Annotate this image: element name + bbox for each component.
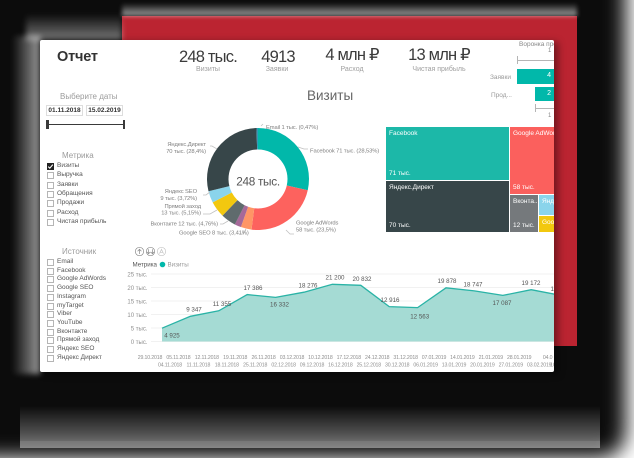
svg-text:12.11.2018: 12.11.2018 bbox=[195, 355, 219, 361]
svg-text:18 747: 18 747 bbox=[464, 282, 483, 289]
svg-text:9 тыс. (3,72%): 9 тыс. (3,72%) bbox=[160, 196, 197, 202]
svg-text:05.11.2018: 05.11.2018 bbox=[166, 355, 190, 361]
svg-text:Прямой заход: Прямой заход bbox=[164, 203, 201, 210]
svg-text:20.01.2019: 20.01.2019 bbox=[470, 363, 495, 369]
svg-text:31.12.2018: 31.12.2018 bbox=[393, 355, 418, 361]
svg-text:70 тыс. (28,4%): 70 тыс. (28,4%) bbox=[166, 149, 206, 155]
svg-text:10.0: 10.0 bbox=[550, 363, 554, 369]
svg-text:13 тыс. (5,15%): 13 тыс. (5,15%) bbox=[161, 211, 201, 217]
svg-text:25.11.2018: 25.11.2018 bbox=[243, 363, 267, 369]
svg-text:24.12.2018: 24.12.2018 bbox=[365, 355, 390, 361]
svg-text:12 916: 12 916 bbox=[381, 297, 400, 304]
svg-text:25 тыс.: 25 тыс. bbox=[127, 273, 147, 279]
svg-text:Вконтакте 12 тыс. (4,76%): Вконтакте 12 тыс. (4,76%) bbox=[150, 222, 218, 228]
svg-text:03.02.2019: 03.02.2019 bbox=[527, 363, 552, 369]
svg-text:11.11.2018: 11.11.2018 bbox=[187, 363, 211, 369]
svg-text:25.12.2018: 25.12.2018 bbox=[357, 363, 382, 369]
svg-text:14.01.2019: 14.01.2019 bbox=[450, 355, 475, 361]
svg-text:Google AdWords: Google AdWords bbox=[296, 221, 339, 227]
svg-text:17.12.2018: 17.12.2018 bbox=[337, 355, 362, 361]
svg-text:02.12.2018: 02.12.2018 bbox=[271, 363, 296, 369]
svg-text:16.12.2018: 16.12.2018 bbox=[328, 363, 353, 369]
svg-text:11 355: 11 355 bbox=[213, 301, 232, 308]
svg-text:Email 1 тыс. (0,47%): Email 1 тыс. (0,47%) bbox=[266, 125, 318, 131]
svg-text:248 тыс.: 248 тыс. bbox=[236, 175, 280, 189]
svg-text:18 276: 18 276 bbox=[299, 283, 318, 290]
svg-text:27.01.2019: 27.01.2019 bbox=[499, 363, 524, 369]
svg-text:12 563: 12 563 bbox=[410, 314, 429, 321]
svg-text:20 тыс.: 20 тыс. bbox=[127, 286, 147, 292]
svg-text:28.01.2019: 28.01.2019 bbox=[507, 355, 532, 361]
svg-text:Google SEO 8 тыс. (3,41%): Google SEO 8 тыс. (3,41%) bbox=[179, 231, 249, 237]
svg-text:58 тыс. (23,5%): 58 тыс. (23,5%) bbox=[296, 228, 336, 234]
svg-text:10.12.2018: 10.12.2018 bbox=[308, 355, 333, 361]
svg-text:15 тыс.: 15 тыс. bbox=[127, 300, 147, 306]
svg-text:Яндекс.Директ: Яндекс.Директ bbox=[167, 142, 206, 148]
svg-text:18.11.2018: 18.11.2018 bbox=[215, 363, 239, 369]
svg-text:21 200: 21 200 bbox=[326, 275, 345, 282]
svg-text:06.01.2019: 06.01.2019 bbox=[413, 363, 438, 369]
svg-text:20 832: 20 832 bbox=[353, 276, 372, 283]
svg-text:29.10.2018: 29.10.2018 bbox=[138, 355, 163, 361]
svg-text:19 072: 19 072 bbox=[551, 286, 555, 293]
svg-text:21.01.2019: 21.01.2019 bbox=[479, 355, 504, 361]
svg-text:4 925: 4 925 bbox=[164, 333, 180, 340]
svg-text:Facebook 71 тыс. (28,53%): Facebook 71 тыс. (28,53%) bbox=[310, 149, 379, 155]
svg-text:0 тыс.: 0 тыс. bbox=[131, 340, 148, 346]
svg-text:Визиты: Визиты bbox=[168, 262, 190, 269]
svg-text:30.12.2018: 30.12.2018 bbox=[385, 363, 410, 369]
svg-text:Яндекс SEO: Яндекс SEO bbox=[165, 189, 198, 195]
svg-text:19.11.2018: 19.11.2018 bbox=[223, 355, 247, 361]
svg-text:5 тыс.: 5 тыс. bbox=[131, 327, 148, 333]
svg-text:07.01.2019: 07.01.2019 bbox=[422, 355, 447, 361]
svg-text:13.01.2019: 13.01.2019 bbox=[442, 363, 467, 369]
svg-text:17 087: 17 087 bbox=[493, 300, 512, 307]
svg-text:Метрика: Метрика bbox=[133, 262, 158, 269]
svg-text:26.11.2018: 26.11.2018 bbox=[252, 355, 276, 361]
svg-text:19 172: 19 172 bbox=[522, 280, 541, 287]
svg-text:17 386: 17 386 bbox=[244, 285, 263, 292]
svg-text:03.12.2018: 03.12.2018 bbox=[280, 355, 305, 361]
svg-text:9 347: 9 347 bbox=[186, 307, 202, 314]
svg-text:19 878: 19 878 bbox=[438, 278, 457, 285]
svg-text:09.12.2018: 09.12.2018 bbox=[300, 363, 325, 369]
svg-text:04.11.2018: 04.11.2018 bbox=[158, 363, 182, 369]
svg-text:04.0: 04.0 bbox=[543, 355, 553, 361]
svg-text:10 тыс.: 10 тыс. bbox=[127, 313, 147, 319]
svg-text:16 332: 16 332 bbox=[270, 302, 289, 309]
